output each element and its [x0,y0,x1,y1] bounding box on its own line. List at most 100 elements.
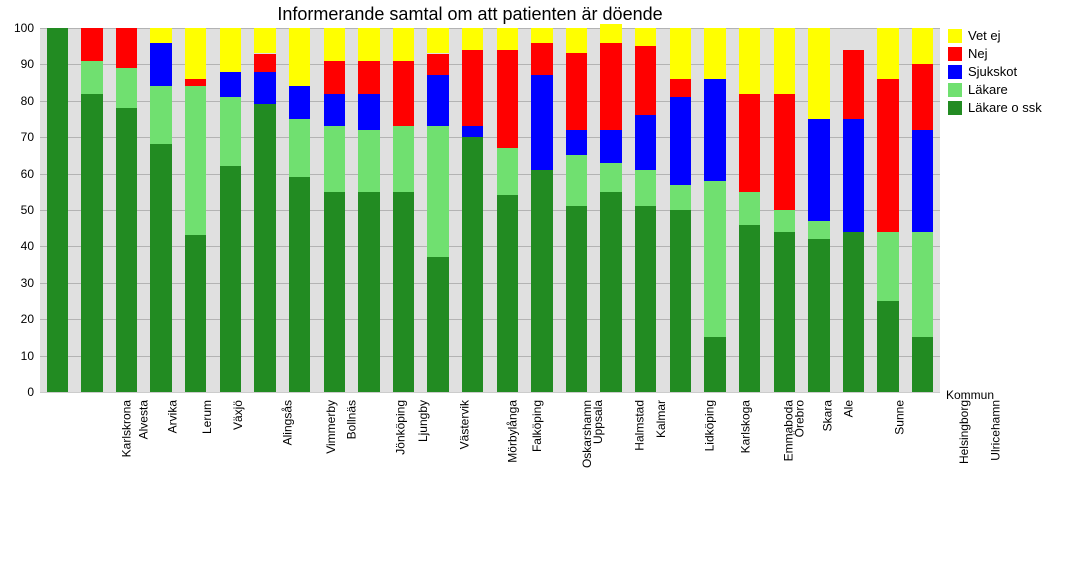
bar-segment-vet_ej [877,28,898,79]
bar-segment-lakare [704,181,725,338]
bar-segment-vet_ej [808,28,829,119]
legend-swatch [948,101,962,115]
y-tick: 70 [0,130,34,144]
bar-segment-lakare [497,148,518,195]
bar [185,28,206,392]
bar-segment-lakare_o_ssk [566,206,587,392]
bar [150,28,171,392]
bars-container [40,28,940,392]
bar-segment-vet_ej [427,28,448,53]
x-tick-label: Kalmar [654,400,668,438]
bar-segment-lakare_o_ssk [220,166,241,392]
bar-segment-lakare [670,185,691,210]
legend-label: Läkare [968,82,1008,97]
bar [116,28,137,392]
bar-segment-lakare [427,126,448,257]
gridline [40,392,940,393]
bar-segment-nej [877,79,898,232]
bar-segment-lakare_o_ssk [47,28,68,392]
y-tick: 80 [0,94,34,108]
bar-segment-vet_ej [254,28,275,53]
bar [635,28,656,392]
bar-segment-sjukskot [289,86,310,119]
legend-item-vet_ej: Vet ej [948,28,1042,43]
bar-segment-vet_ej [635,28,656,46]
x-tick-label: Ulricehamn [988,400,1002,461]
bar-segment-vet_ej [289,28,310,86]
bar-segment-lakare [808,221,829,239]
bar-segment-nej [116,28,137,68]
y-tick: 20 [0,312,34,326]
bar-segment-lakare_o_ssk [289,177,310,392]
bar [393,28,414,392]
bar-segment-lakare_o_ssk [358,192,379,392]
bar-segment-lakare_o_ssk [843,232,864,392]
bar-segment-lakare_o_ssk [774,232,795,392]
bar-segment-nej [462,50,483,126]
bar-segment-lakare [358,130,379,192]
bar-segment-nej [531,43,552,76]
bar-segment-lakare [81,61,102,94]
x-tick-label: Bollnäs [344,400,358,439]
bar-segment-vet_ej [462,28,483,50]
bar-segment-lakare [600,163,621,192]
x-tick-label: Halmstad [632,400,646,451]
x-tick-label: Mörbylånga [506,400,520,463]
y-tick: 40 [0,239,34,253]
x-tick-label: Alvesta [136,400,150,439]
bar-segment-sjukskot [254,72,275,105]
bar-segment-vet_ej [774,28,795,94]
bar-segment-nej [670,79,691,97]
bar-segment-sjukskot [670,97,691,184]
bar [670,28,691,392]
bar-segment-vet_ej [358,28,379,61]
bar-segment-lakare_o_ssk [254,104,275,392]
y-tick: 0 [0,385,34,399]
bar [220,28,241,392]
bar-segment-vet_ej [566,28,587,53]
x-tick-label: Sunne [893,400,907,435]
bar-segment-nej [739,94,760,192]
y-tick: 50 [0,203,34,217]
bar-segment-vet_ej [185,28,206,79]
x-tick-label: Jönköping [394,400,408,455]
bar-segment-nej [566,53,587,129]
bar-segment-lakare_o_ssk [185,235,206,392]
bar [531,28,552,392]
x-tick-label: Vimmerby [324,400,338,454]
bar-segment-lakare_o_ssk [877,301,898,392]
bar-segment-lakare_o_ssk [497,195,518,392]
bar-segment-lakare_o_ssk [150,144,171,392]
x-tick-label: Arvika [165,400,179,433]
bar-segment-lakare_o_ssk [600,192,621,392]
bar-segment-lakare [289,119,310,177]
bar-segment-lakare_o_ssk [462,137,483,392]
bar-segment-sjukskot [843,119,864,232]
bar [600,28,621,392]
bar-segment-nej [254,54,275,72]
bar-segment-lakare [566,155,587,206]
bar-segment-lakare_o_ssk [670,210,691,392]
bar-segment-lakare_o_ssk [912,337,933,392]
x-tick-label: Västervik [458,400,472,449]
bar [427,28,448,392]
bar [912,28,933,392]
bar [843,28,864,392]
bar-segment-lakare_o_ssk [531,170,552,392]
legend-label: Vet ej [968,28,1001,43]
bar-segment-sjukskot [220,72,241,97]
legend-item-nej: Nej [948,46,1042,61]
bar [808,28,829,392]
bar-segment-lakare_o_ssk [704,337,725,392]
x-tick-label: Lerum [200,400,214,434]
bar-segment-lakare [220,97,241,166]
bar-segment-sjukskot [704,79,725,181]
bar-segment-lakare_o_ssk [81,94,102,392]
legend-item-lakare_o_ssk: Läkare o ssk [948,100,1042,115]
bar-segment-lakare_o_ssk [393,192,414,392]
bar-segment-lakare [185,86,206,235]
bar-segment-sjukskot [427,75,448,126]
y-tick: 90 [0,57,34,71]
legend-swatch [948,47,962,61]
bar [877,28,898,392]
